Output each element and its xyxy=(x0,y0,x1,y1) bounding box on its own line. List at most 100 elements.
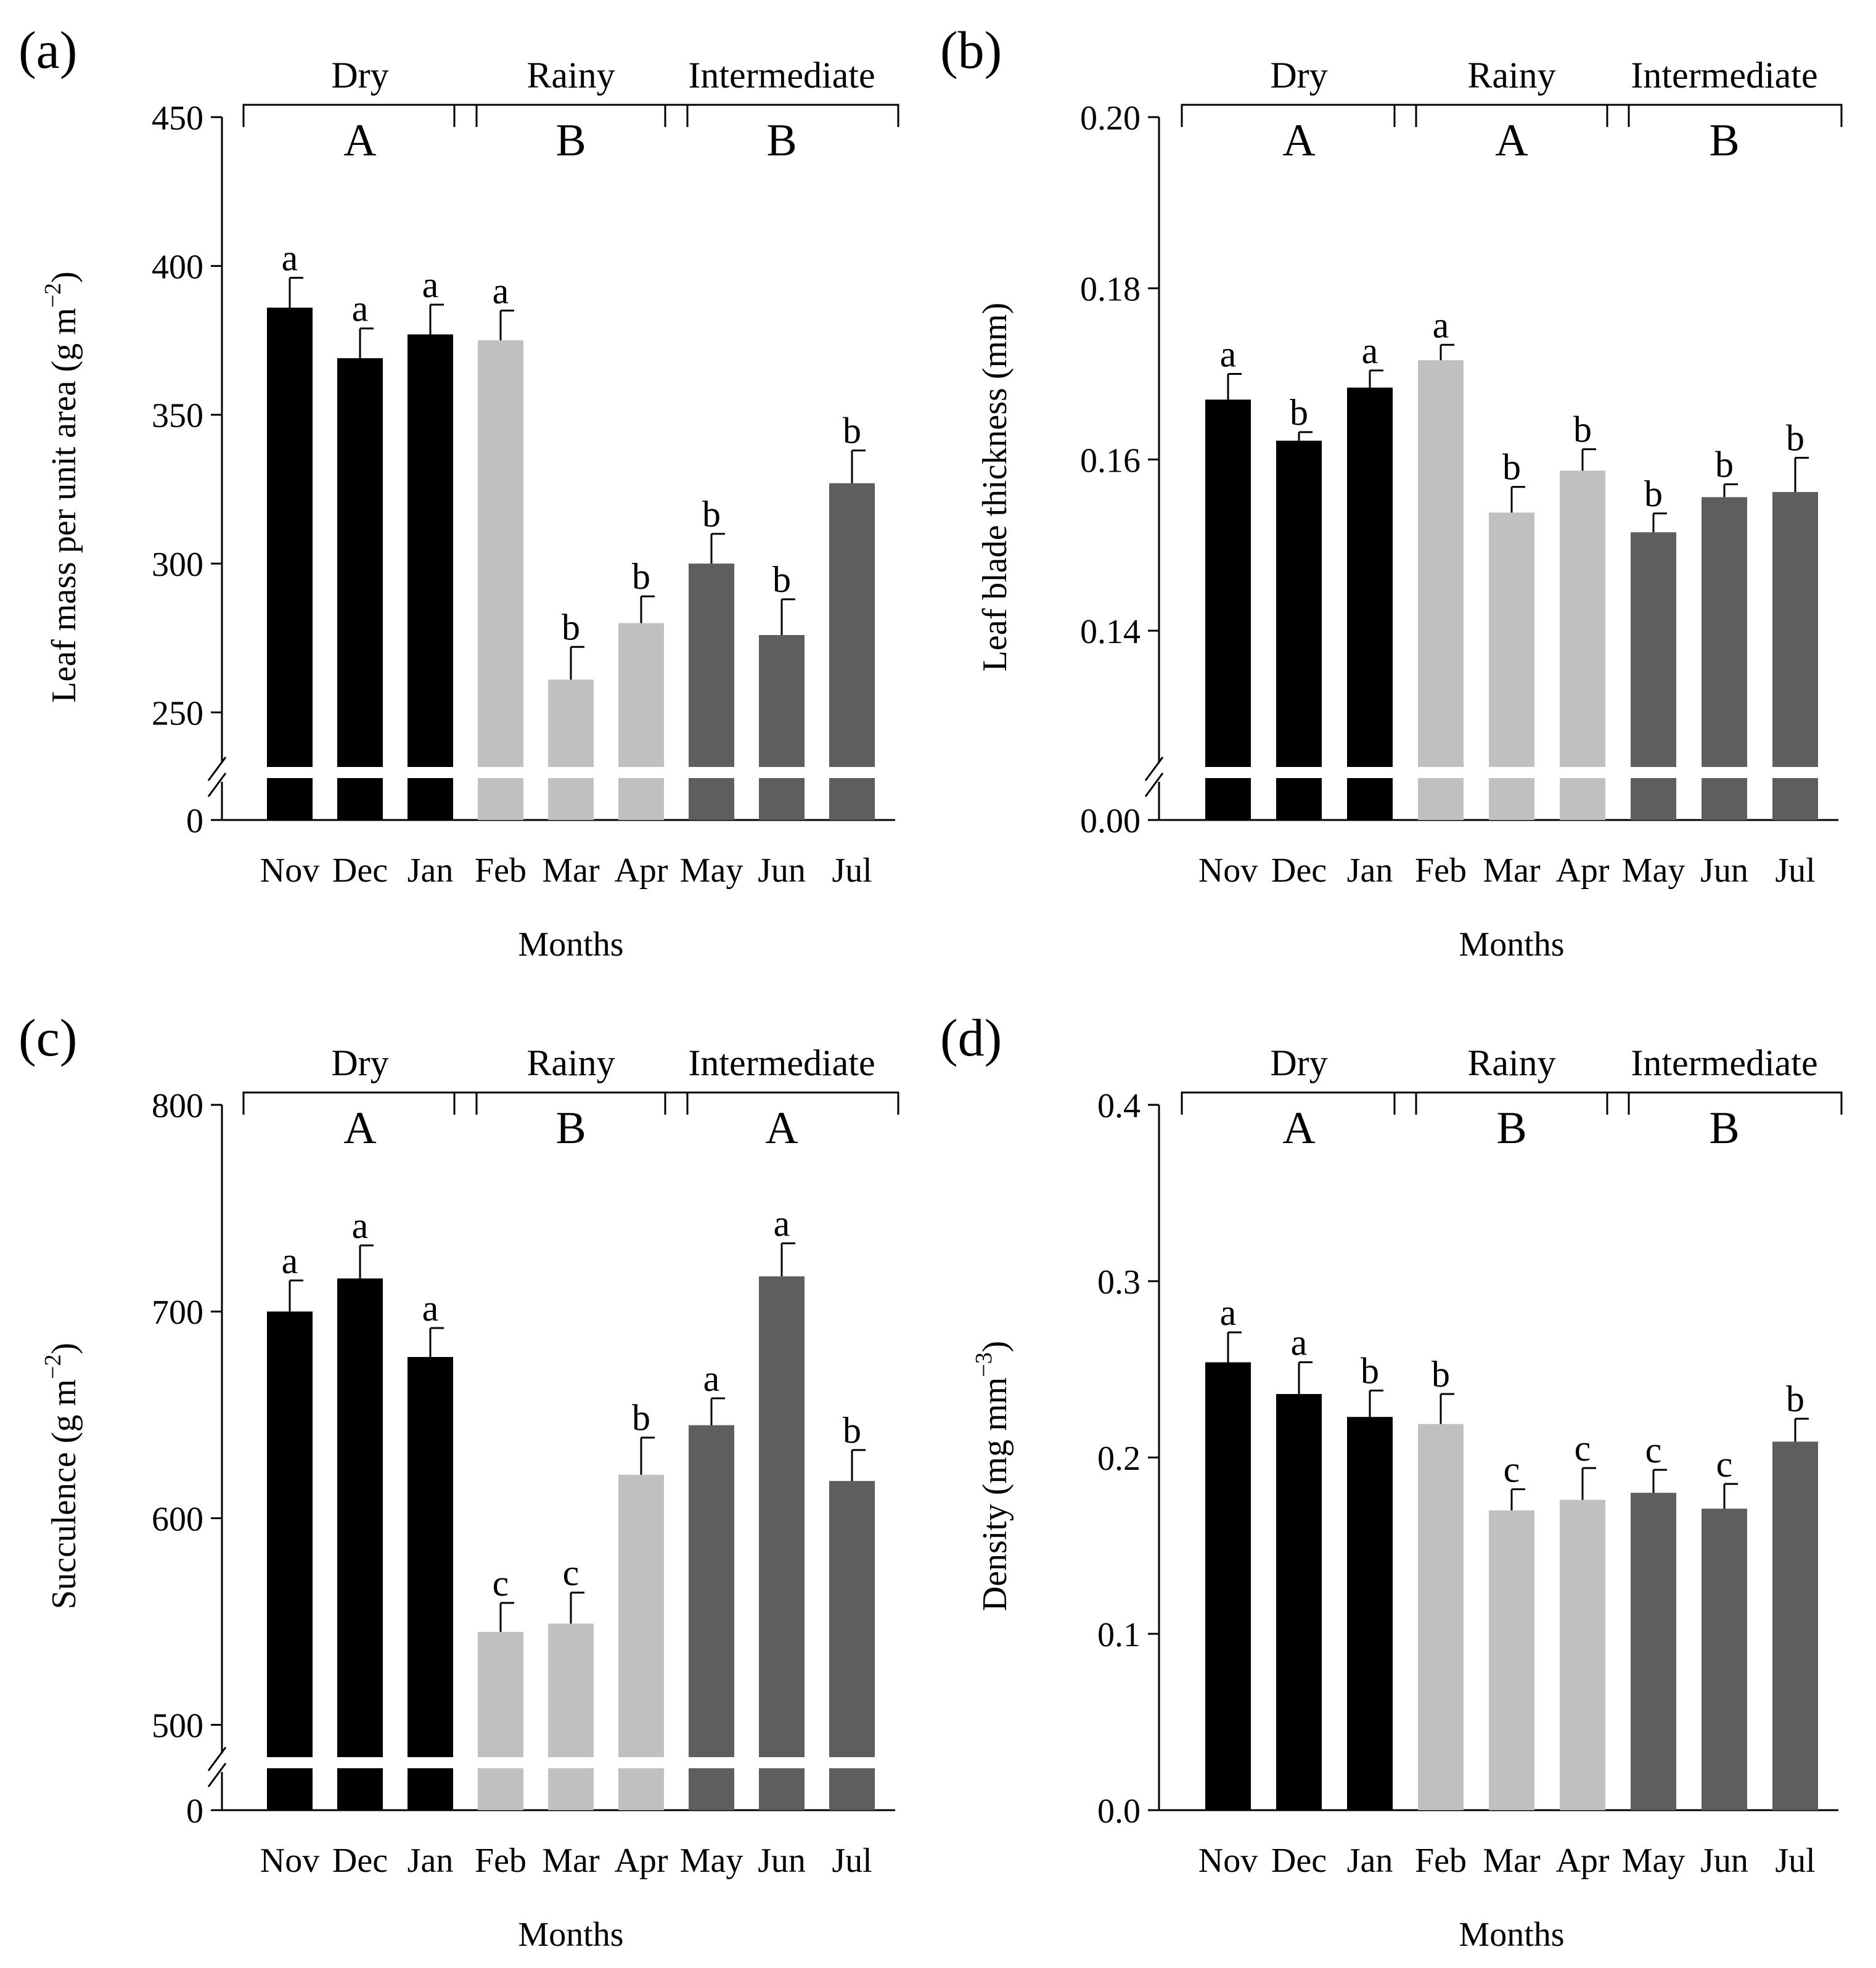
significance-letter: a xyxy=(1220,334,1237,374)
panel-label: (c) xyxy=(18,1008,77,1067)
season-label: Intermediate xyxy=(688,1043,875,1083)
y-tick-label: 0.16 xyxy=(1080,441,1141,480)
significance-letter: a xyxy=(774,1203,790,1244)
bar-base xyxy=(1772,778,1818,820)
x-tick-label: Nov xyxy=(1198,851,1258,890)
season-label: Intermediate xyxy=(688,55,875,96)
axis-break-mark xyxy=(207,1763,227,1787)
y-tick-label: 0.14 xyxy=(1080,613,1141,651)
bar-base xyxy=(548,1768,594,1810)
bar-base xyxy=(1560,778,1605,820)
x-tick-label: May xyxy=(680,851,743,890)
x-tick-label: Mar xyxy=(542,1842,600,1880)
season-bracket xyxy=(453,104,689,127)
significance-letter: a xyxy=(703,1358,720,1399)
bar xyxy=(1772,492,1818,767)
significance-letter: b xyxy=(632,556,650,597)
x-tick-label: Apr xyxy=(1555,851,1609,890)
bar-base xyxy=(1276,778,1322,820)
bar-base xyxy=(759,1768,805,1810)
chart-panel-a: (a) 0 250 300 350 400 450 Leaf mass per unit ar… xyxy=(18,20,899,964)
significance-letter: c xyxy=(1716,1444,1733,1485)
panel-label: (d) xyxy=(940,1008,1002,1067)
bar-base xyxy=(548,778,594,820)
season-group-letter: B xyxy=(555,115,586,166)
season-group-letter: B xyxy=(1496,1103,1526,1154)
bar xyxy=(1489,1510,1534,1810)
bar xyxy=(1347,1417,1393,1810)
bar-base xyxy=(618,778,664,820)
axis-break-mark xyxy=(207,756,227,781)
x-axis-title: Months xyxy=(1459,925,1564,964)
bar xyxy=(267,1311,313,1757)
significance-letter: c xyxy=(1575,1428,1591,1469)
x-tick-label: Dec xyxy=(1271,851,1327,890)
bar xyxy=(408,1356,453,1757)
bar xyxy=(1418,360,1464,767)
x-tick-label: Jun xyxy=(758,1842,806,1880)
y-tick-label: 700 xyxy=(152,1294,203,1332)
bar xyxy=(689,1425,734,1757)
bar xyxy=(548,679,594,767)
x-tick-label: Mar xyxy=(1483,1842,1541,1880)
chart-panel-c: (c) 0 500 600 700 800 Succulence (g m−2) a Nov a D… xyxy=(18,1008,899,1954)
season-group-letter: B xyxy=(766,115,797,166)
chart-panel-d: (d) 0.0 0.1 0.2 0.3 0.4 Density (mg mm−3) a Nov a… xyxy=(940,1008,1843,1954)
panel-label: (b) xyxy=(940,20,1002,80)
season-bracket xyxy=(1606,1091,1843,1115)
x-tick-label: May xyxy=(1622,851,1686,890)
bar-base xyxy=(337,778,383,820)
season-bracket xyxy=(1393,1091,1630,1115)
x-axis-title: Months xyxy=(1459,1916,1564,1954)
y-tick-label: 0.3 xyxy=(1097,1263,1141,1302)
season-bracket xyxy=(1181,1091,1417,1115)
bar xyxy=(478,1631,523,1757)
season-label: Rainy xyxy=(1467,1043,1555,1083)
y-tick-label: 350 xyxy=(152,397,203,435)
bar-base xyxy=(337,1768,383,1810)
x-tick-label: Jan xyxy=(408,851,454,890)
significance-letter: c xyxy=(563,1552,580,1593)
x-tick-label: Feb xyxy=(1415,1842,1467,1880)
significance-letter: a xyxy=(282,1240,298,1281)
x-tick-label: Dec xyxy=(1271,1842,1327,1880)
x-tick-label: Jul xyxy=(1775,1842,1815,1880)
significance-letter: b xyxy=(1786,1379,1804,1419)
x-tick-label: Jun xyxy=(1700,1842,1748,1880)
significance-letter: b xyxy=(1432,1354,1450,1395)
bar xyxy=(1489,512,1534,767)
significance-letter: b xyxy=(1502,447,1521,488)
x-tick-label: Jan xyxy=(408,1842,454,1880)
bar-base xyxy=(829,1768,875,1810)
y-tick-label: 450 xyxy=(152,99,203,137)
y-axis-title: Density (mg mm−3) xyxy=(971,1341,1014,1612)
x-tick-label: Feb xyxy=(475,851,526,890)
bar xyxy=(267,307,313,768)
x-tick-label: Jul xyxy=(832,851,872,890)
season-label: Rainy xyxy=(526,55,615,96)
axis-break-mark xyxy=(207,773,227,797)
bar-base xyxy=(478,778,523,820)
bar xyxy=(408,334,453,767)
x-axis-title: Months xyxy=(518,1916,623,1954)
significance-letter: b xyxy=(772,559,791,600)
significance-letter: b xyxy=(702,494,721,535)
y-tick-label: 0 xyxy=(186,802,203,840)
x-tick-label: Dec xyxy=(332,851,388,890)
y-axis-title: Succulence (g m−2) xyxy=(40,1343,83,1609)
significance-letter: b xyxy=(632,1398,650,1438)
significance-letter: c xyxy=(1645,1430,1662,1470)
bar-base xyxy=(408,1768,453,1810)
significance-letter: b xyxy=(1644,474,1663,514)
significance-letter: b xyxy=(843,411,861,451)
x-tick-label: Jul xyxy=(832,1842,872,1880)
season-label: Dry xyxy=(331,1043,388,1083)
x-tick-label: Jul xyxy=(1775,851,1815,890)
significance-letter: b xyxy=(1715,445,1734,485)
y-tick-label: 400 xyxy=(152,248,203,286)
significance-letter: a xyxy=(352,289,369,329)
season-group-letter: A xyxy=(1495,115,1528,166)
y-axis-title: Leaf blade thickness (mm) xyxy=(976,303,1014,672)
bar xyxy=(759,1276,805,1757)
bar-base xyxy=(759,778,805,820)
